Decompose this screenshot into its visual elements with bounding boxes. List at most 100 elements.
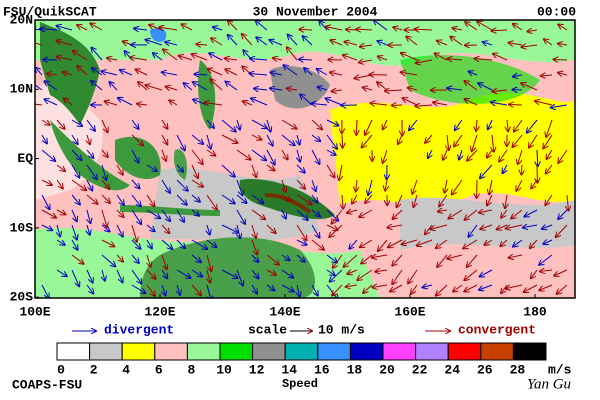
- wind-arrow: [530, 239, 538, 248]
- wind-arrow: [213, 27, 223, 30]
- wind-arrow: [388, 239, 403, 247]
- wind-arrow: [360, 45, 373, 47]
- wind-arrow: [472, 134, 478, 151]
- wind-arrow: [370, 103, 388, 105]
- wind-arrow: [177, 284, 180, 295]
- footer-right: Yan Gu: [527, 376, 571, 392]
- wind-arrow: [416, 60, 433, 63]
- colorbar-tick: 22: [412, 362, 428, 377]
- wind-arrow: [480, 224, 493, 229]
- wind-arrow: [454, 134, 463, 147]
- wind-arrow: [439, 194, 448, 206]
- wind-arrow: [363, 284, 373, 293]
- wind-arrow: [161, 134, 167, 144]
- wind-arrow: [506, 284, 523, 289]
- wind-arrow: [409, 119, 418, 130]
- wind-arrow: [206, 239, 216, 247]
- wind-arrow: [342, 194, 343, 209]
- wind-arrow: [318, 87, 328, 90]
- wind-arrow: [243, 101, 253, 105]
- wind-arrow: [41, 194, 50, 209]
- wind-arrow: [357, 269, 373, 280]
- wind-arrow: [408, 269, 418, 283]
- wind-arrow: [250, 59, 268, 60]
- wind-arrow: [131, 149, 139, 163]
- wind-arrow: [527, 30, 538, 32]
- wind-arrow: [131, 224, 137, 242]
- wind-arrow: [385, 90, 403, 91]
- wind-arrow: [467, 149, 478, 161]
- wind-arrow: [131, 119, 139, 129]
- wind-arrow: [299, 29, 313, 30]
- wind-arrow: [464, 269, 478, 280]
- wind-arrow: [162, 149, 166, 161]
- wind-arrow: [266, 224, 276, 233]
- wind-arrow: [326, 149, 336, 155]
- wind-arrow: [365, 119, 373, 135]
- colorbar-box: [154, 342, 188, 361]
- wind-arrow: [184, 83, 193, 91]
- wind-arrow: [191, 149, 203, 164]
- wind-arrow: [333, 254, 343, 268]
- wind-arrow: [541, 75, 553, 76]
- wind-arrow: [296, 254, 305, 262]
- wind-arrow: [317, 69, 328, 76]
- wind-arrow: [36, 68, 43, 76]
- wind-arrow: [459, 149, 462, 159]
- wind-arrow: [211, 38, 223, 46]
- wind-arrow: [41, 134, 47, 143]
- wind-arrow: [539, 284, 553, 290]
- wind-arrow: [513, 239, 523, 247]
- wind-arrow: [207, 134, 211, 149]
- wind-arrow: [176, 134, 185, 150]
- wind-arrow: [330, 72, 343, 75]
- wind-arrow: [77, 66, 88, 76]
- wind-arrow: [521, 45, 538, 47]
- wind-arrow: [438, 210, 448, 212]
- wind-arrow: [101, 179, 109, 189]
- colorbar-tick: 26: [477, 362, 493, 377]
- wind-arrow: [300, 94, 313, 106]
- wind-arrow: [251, 284, 257, 294]
- wind-arrow: [468, 224, 478, 237]
- wind-arrow: [436, 239, 448, 248]
- wind-arrow: [543, 134, 553, 148]
- colorbar-tick: 16: [314, 362, 330, 377]
- wind-arrow: [71, 194, 80, 204]
- wind-arrow: [448, 209, 463, 219]
- divergent-label: divergent: [104, 322, 174, 337]
- wind-arrow: [281, 254, 290, 260]
- wind-arrow: [251, 269, 258, 278]
- colorbar-tick: 8: [187, 362, 195, 377]
- wind-arrow: [375, 270, 388, 272]
- wind-arrow: [161, 224, 169, 233]
- wind-arrow: [179, 56, 193, 61]
- wind-arrow: [361, 254, 373, 264]
- wind-arrow: [311, 239, 324, 250]
- wind-arrow: [266, 254, 279, 265]
- wind-arrow: [483, 42, 493, 45]
- wind-arrow: [524, 209, 538, 216]
- wind-arrow: [236, 269, 243, 285]
- wind-arrow: [311, 224, 319, 238]
- wind-arrow: [406, 37, 418, 46]
- wind-arrow: [266, 164, 275, 170]
- wind-arrow: [329, 224, 343, 237]
- wind-arrow: [266, 134, 273, 146]
- wind-arrow: [281, 119, 296, 129]
- wind-arrow: [206, 119, 214, 128]
- wind-arrow: [116, 224, 123, 237]
- wind-arrow: [71, 269, 79, 286]
- wind-arrow: [326, 27, 343, 30]
- wind-arrow: [430, 224, 448, 229]
- wind-arrow: [206, 149, 215, 156]
- time: 00:00: [537, 4, 576, 19]
- colorbar: [56, 342, 547, 361]
- wind-arrow: [397, 194, 403, 207]
- wind-arrow: [105, 101, 118, 105]
- wind-arrow: [101, 119, 108, 132]
- wind-arrow: [393, 27, 403, 30]
- wind-arrow: [266, 149, 275, 165]
- wind-arrow: [287, 88, 298, 90]
- colorbar-box: [415, 342, 449, 361]
